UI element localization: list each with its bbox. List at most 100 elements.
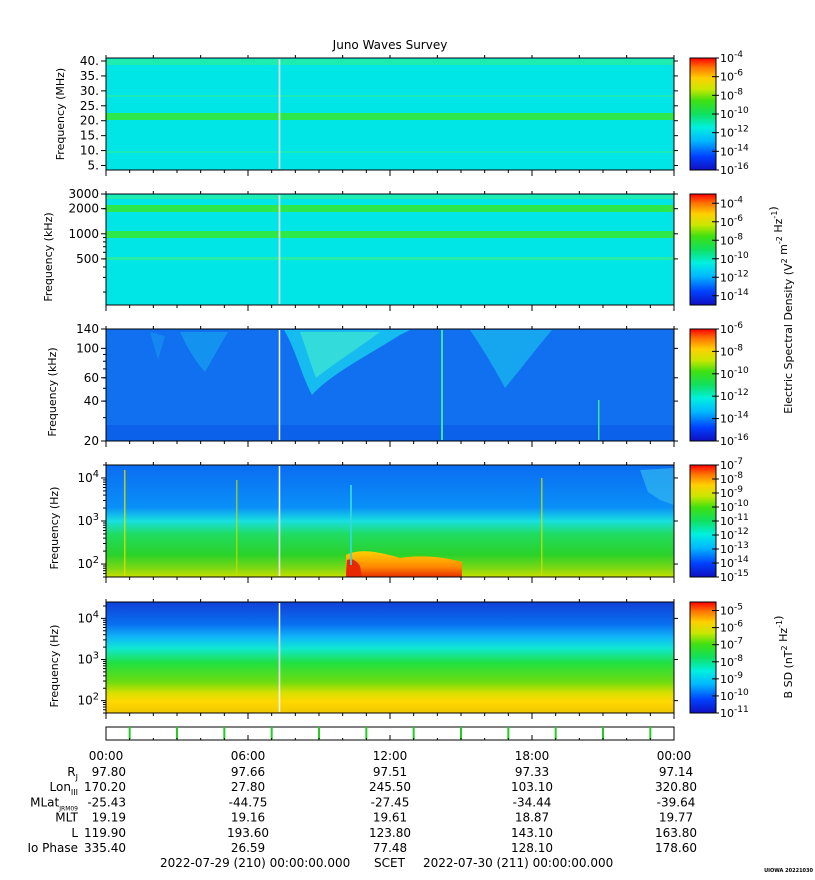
panel-3-emission-patch bbox=[150, 332, 165, 360]
panel-1-ylabel: Frequency (MHz) bbox=[54, 68, 67, 160]
cbar-tick-label: 10-14 bbox=[720, 411, 749, 426]
panel-3-lower-floor bbox=[106, 425, 674, 441]
orbit-strip-ticks bbox=[105, 727, 675, 740]
panel-1-yticks: 40.35.30.25.20.15.10.5. bbox=[80, 54, 678, 173]
ephemeris-value: 170.20 bbox=[84, 780, 126, 794]
ytick-label: 104 bbox=[77, 609, 99, 625]
panel-4-spike-3 bbox=[236, 480, 238, 577]
ephemeris-value: 77.48 bbox=[373, 841, 407, 855]
panel-4-xticks bbox=[105, 462, 675, 583]
ephemeris-row-label: MLatJRM09 bbox=[30, 795, 78, 812]
panel-4-upper-right-emission bbox=[640, 468, 674, 505]
magnetic-colorbar-label-text: B SD (nT2 Hz-1) bbox=[772, 616, 795, 699]
ytick-label: 35. bbox=[80, 69, 99, 83]
ytick-label: 5. bbox=[88, 159, 99, 173]
ytick-label: 25. bbox=[80, 99, 99, 113]
cbar-tick-label: 10-10 bbox=[720, 106, 749, 121]
cbar-tick-label: 10-6 bbox=[720, 69, 743, 84]
ytick-label: 20. bbox=[80, 114, 99, 128]
ephemeris-value: 19.19 bbox=[92, 811, 126, 825]
ytick-label: 3000 bbox=[68, 187, 99, 201]
cbar-tick-label: 10-5 bbox=[720, 603, 743, 618]
ytick-label: 40 bbox=[84, 394, 99, 408]
panel-2-band-top bbox=[106, 195, 674, 199]
panel-1-band-low bbox=[106, 151, 674, 153]
panel-5-colorbar bbox=[689, 601, 717, 714]
ephemeris-value: 119.90 bbox=[84, 826, 126, 840]
ephemeris-value: 19.61 bbox=[373, 811, 407, 825]
time-tick-label: 06:00 bbox=[231, 749, 266, 763]
panel-3-cbar-ticks: 10-6 10-8 10-10 10-12 10-14 10-16 bbox=[712, 321, 749, 448]
cbar-tick-label: 10-14 bbox=[720, 555, 749, 570]
ephemeris-value: -25.43 bbox=[87, 795, 126, 809]
panel-3-emission-arc-main-core bbox=[300, 332, 380, 378]
ephemeris-value: 97.51 bbox=[373, 765, 407, 779]
panel-5-background bbox=[106, 602, 674, 713]
cbar-tick-label: 10-4 bbox=[720, 50, 743, 65]
ytick-label: 10. bbox=[80, 144, 99, 158]
panel-1-xticks bbox=[105, 55, 675, 176]
cbar-tick-label: 10-12 bbox=[720, 269, 749, 284]
panel-1-band-weak bbox=[106, 95, 674, 97]
ephemeris-row-label: MLT bbox=[55, 811, 78, 825]
panel-4-spike-1 bbox=[350, 485, 352, 565]
cbar-tick-label: 10-11 bbox=[720, 705, 749, 720]
ephemeris-value: 320.80 bbox=[655, 780, 697, 794]
panel-4-yticks: 104 103 102 bbox=[77, 464, 678, 578]
panel-4-colorbar bbox=[689, 464, 717, 578]
footer-scet: SCET bbox=[374, 856, 406, 870]
ytick-label: 40. bbox=[80, 54, 99, 68]
cbar-tick-label: 10-15 bbox=[720, 569, 749, 584]
ephemeris-value: 97.33 bbox=[515, 765, 549, 779]
cbar-tick-label: 10-6 bbox=[720, 214, 743, 229]
ephemeris-value: 19.77 bbox=[659, 811, 693, 825]
panel-4-burst bbox=[346, 551, 462, 577]
cbar-tick-label: 10-6 bbox=[720, 321, 743, 336]
cbar-tick-label: 10-9 bbox=[720, 671, 743, 686]
panel-3-ylabel: Frequency (kHz) bbox=[46, 347, 59, 436]
footer-end-time: 2022-07-30 (211) 00:00:00.000 bbox=[423, 856, 613, 870]
ephemeris-value: -39.64 bbox=[657, 795, 696, 809]
ephemeris-value: -27.45 bbox=[371, 795, 410, 809]
ephemeris-value: 193.60 bbox=[227, 826, 269, 840]
ephemeris-value: 103.10 bbox=[511, 780, 553, 794]
figure-title: Juno Waves Survey bbox=[332, 38, 448, 52]
ephemeris-value: 18.87 bbox=[515, 811, 549, 825]
cbar-tick-label: 10-16 bbox=[720, 433, 749, 448]
cbar-tick-label: 10-10 bbox=[720, 251, 749, 266]
time-tick-label: 12:00 bbox=[373, 749, 408, 763]
panel-2-ylabel: Frequency (kHz) bbox=[42, 212, 55, 301]
cbar-tick-label: 10-8 bbox=[720, 343, 743, 358]
ephemeris-value: 97.66 bbox=[231, 765, 265, 779]
panel-1: 40.35.30.25.20.15.10.5. Frequency (MHz) … bbox=[54, 50, 749, 177]
ytick-label: 100 bbox=[76, 341, 99, 355]
ytick-label: 104 bbox=[77, 469, 99, 485]
cbar-tick-label: 10-10 bbox=[720, 366, 749, 381]
ephemeris-value: 143.10 bbox=[511, 826, 553, 840]
cbar-tick-label: 10-4 bbox=[720, 195, 743, 210]
orbit-strip bbox=[105, 726, 675, 741]
panel-2-background bbox=[106, 194, 674, 305]
ephemeris-value: 123.80 bbox=[369, 826, 411, 840]
cbar-tick-label: 10-12 bbox=[720, 388, 749, 403]
ephemeris-row-label: RJ bbox=[67, 765, 78, 782]
ephemeris-value: -44.75 bbox=[229, 795, 268, 809]
ephemeris-value: -34.44 bbox=[513, 795, 552, 809]
time-tick-label: 00:00 bbox=[89, 749, 124, 763]
ephemeris-value: 26.59 bbox=[231, 841, 265, 855]
ephemeris-value: 97.14 bbox=[659, 765, 693, 779]
cbar-tick-label: 10-7 bbox=[720, 637, 743, 652]
panel-4-ylabel: Frequency (Hz) bbox=[48, 487, 61, 570]
cbar-tick-label: 10-8 bbox=[720, 654, 743, 669]
panel-1-band-upper bbox=[106, 59, 674, 65]
ytick-label: 30. bbox=[80, 84, 99, 98]
ytick-label: 103 bbox=[77, 512, 99, 528]
footer-start-time: 2022-07-29 (210) 00:00:00.000 bbox=[160, 856, 350, 870]
ephemeris-row-label: Io Phase bbox=[27, 841, 78, 855]
panel-4-spike-4 bbox=[124, 470, 126, 577]
panel-3-emission-arc-right bbox=[470, 330, 552, 388]
cbar-tick-label: 10-14 bbox=[720, 288, 749, 303]
